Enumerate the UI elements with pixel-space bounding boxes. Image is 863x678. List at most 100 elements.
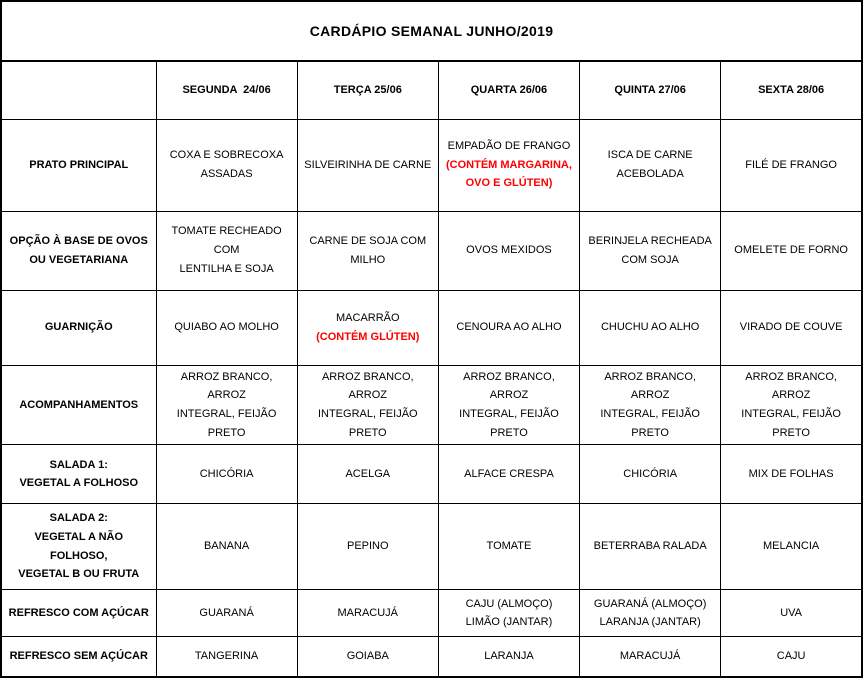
menu-cell: LARANJA [437,636,581,678]
menu-cell: ARROZ BRANCO, ARROZ INTEGRAL, FEIJÃO PRET… [579,364,722,446]
menu-cell: BANANA [155,503,298,591]
menu-item-line: ARROZ BRANCO, ARROZ [321,370,414,402]
menu-cell: GUARANÁ (ALMOÇO) LARANJA (JANTAR) [579,589,722,638]
row-header-cell: OPÇÃO À BASE DE OVOS OU VEGETARIANA [0,210,157,291]
menu-cell: ISCA DE CARNE ACEBOLADA [579,118,722,212]
menu-item-line: PEPINO [346,540,389,553]
menu-item-line: ALFACE CRESPA [464,467,554,480]
menu-cell: QUIABO AO MOLHO [155,289,298,366]
menu-item-line: CHICÓRIA [623,467,678,480]
menu-cell: SILVEIRINHA DE CARNE [296,118,439,212]
menu-item-line: ARROZ BRANCO, ARROZ [745,370,837,402]
menu-cell: CAJU (ALMOÇO) LIMÃO (JANTAR) [437,589,581,638]
row-header-line: VEGETAL A FOLHOSO [19,477,139,490]
day-header-row: SEGUNDA 24/06 TERÇA 25/06 QUARTA 26/06 QUIN… [0,60,863,120]
allergen-warning: (CONTÉM GLÚTEN) [316,330,420,343]
menu-item-line: TANGERINA [194,650,259,663]
menu-item-line: COM SOJA [621,253,679,266]
menu-item-line: QUIABO AO MOLHO [174,321,279,334]
menu-item-line: INTEGRAL, FEIJÃO PRETO [741,407,841,439]
row-header-line: PRATO PRINCIPAL [29,158,129,171]
menu-item-line: CENOURA AO ALHO [456,321,562,334]
menu-item-line: GOIABA [346,650,389,663]
menu-cell: GOIABA [296,636,439,678]
menu-cell: BETERRABA RALADA [579,503,722,591]
menu-item-line: MACARRÃO [336,311,400,324]
corner-cell [0,60,157,120]
menu-item-line: VIRADO DE COUVE [739,321,843,334]
menu-table-body: PRATO PRINCIPAL COXA E SOBRECOXA ASSADAS SI… [0,118,863,678]
menu-cell: MARACUJÁ [579,636,722,678]
title-row: CARDÁPIO SEMANAL JUNHO/2019 [0,0,863,62]
menu-cell: CAJU [720,636,863,678]
row-header-line: VEGETAL B OU FRUTA [18,568,140,581]
row-header-line: REFRESCO SEM AÇÚCAR [9,650,148,663]
table-row: GUARNIÇÃO QUIABO AO MOLHO MACARRÃO (CONTÉM … [0,289,863,366]
menu-item-line: CAJU [776,650,806,663]
row-header-cell: GUARNIÇÃO [0,289,157,366]
menu-item-line: BERINJELA RECHEADA [588,234,712,247]
table-row: ACOMPANHAMENTOS ARROZ BRANCO, ARROZ INTEGR… [0,364,863,446]
row-header-cell: PRATO PRINCIPAL [0,118,157,212]
menu-item-line: MILHO [350,253,386,266]
table-row: REFRESCO COM AÇÚCAR GUARANÁ MARACUJÁ CAJU (… [0,589,863,638]
row-header-cell: SALADA 1: VEGETAL A FOLHOSO [0,444,157,505]
menu-item-line: UVA [780,606,803,619]
menu-item-line: OMELETE DE FORNO [734,244,848,257]
menu-cell: ARROZ BRANCO, ARROZ INTEGRAL, FEIJÃO PRET… [720,364,863,446]
row-header-cell: REFRESCO SEM AÇÚCAR [0,636,157,678]
menu-cell: BERINJELA RECHEADA COM SOJA [579,210,722,291]
menu-cell: CHICÓRIA [579,444,722,505]
row-header-line: VEGETAL A NÃO FOLHOSO, [34,531,124,562]
menu-item-line: CARNE DE SOJA COM [309,234,427,247]
menu-item-line: SILVEIRINHA DE CARNE [304,158,432,171]
menu-item-line: MELANCIA [763,540,820,553]
row-header-line: GUARNIÇÃO [44,321,113,334]
menu-item-line: CHUCHU AO ALHO [600,321,700,334]
menu-item-line: INTEGRAL, FEIJÃO PRETO [317,407,418,439]
allergen-warning: (CONTÉM MARGARINA, [446,158,572,171]
menu-cell: ALFACE CRESPA [437,444,581,505]
menu-cell: PEPINO [296,503,439,591]
menu-item-line: INTEGRAL, FEIJÃO PRETO [176,407,277,439]
menu-cell: OMELETE DE FORNO [720,210,863,291]
menu-cell: VIRADO DE COUVE [720,289,863,366]
menu-item-line: ARROZ BRANCO, ARROZ [604,370,696,402]
menu-item-line: GUARANÁ (ALMOÇO) [593,597,707,610]
day-header-cell: SEXTA 28/06 [720,60,863,120]
row-header-cell: ACOMPANHAMENTOS [0,364,157,446]
menu-item-line: MARACUJÁ [337,606,399,619]
menu-cell: CARNE DE SOJA COM MILHO [296,210,439,291]
menu-cell: GUARANÁ [155,589,298,638]
menu-item-line: MARACUJÁ [619,650,681,663]
menu-cell: MARACUJÁ [296,589,439,638]
menu-item-line: BETERRABA RALADA [593,540,707,553]
menu-item-line: ASSADAS [200,168,253,180]
menu-cell: CENOURA AO ALHO [437,289,581,366]
menu-cell: TOMATE [437,503,581,591]
row-header-cell: REFRESCO COM AÇÚCAR [0,589,157,638]
menu-cell: ARROZ BRANCO, ARROZ INTEGRAL, FEIJÃO PRET… [155,364,298,446]
menu-item-line: INTEGRAL, FEIJÃO PRETO [600,407,700,439]
day-header-cell: QUINTA 27/06 [579,60,722,120]
menu-item-line: CHICÓRIA [199,467,254,480]
menu-cell: MACARRÃO (CONTÉM GLÚTEN) [296,289,439,366]
menu-item-line: ARROZ BRANCO, ARROZ [180,370,273,402]
row-header-line: SALADA 2: [49,512,108,525]
menu-item-line: CAJU (ALMOÇO) [465,597,553,610]
menu-item-line: COXA E SOBRECOXA [169,149,284,162]
table-row: SALADA 1: VEGETAL A FOLHOSO CHICÓRIA ACELGA… [0,444,863,505]
day-header-cell: SEGUNDA 24/06 [155,60,298,120]
menu-cell: EMPADÃO DE FRANGO (CONTÉM MARGARINA, OVO E… [437,118,581,212]
menu-item-line: LARANJA [484,650,534,663]
menu-item-line: TOMATE RECHEADO COM [171,225,282,257]
table-row: PRATO PRINCIPAL COXA E SOBRECOXA ASSADAS SI… [0,118,863,212]
menu-cell: COXA E SOBRECOXA ASSADAS [155,118,298,212]
menu-cell: ARROZ BRANCO, ARROZ INTEGRAL, FEIJÃO PRET… [437,364,581,446]
menu-cell: FILÉ DE FRANGO [720,118,863,212]
table-row: SALADA 2: VEGETAL A NÃO FOLHOSO, VEGETAL B… [0,503,863,591]
table-row: REFRESCO SEM AÇÚCAR TANGERINA GOIABA LARANJ… [0,636,863,678]
menu-cell: CHICÓRIA [155,444,298,505]
menu-cell: ACELGA [296,444,439,505]
menu-item-line: LIMÃO (JANTAR) [465,616,553,629]
